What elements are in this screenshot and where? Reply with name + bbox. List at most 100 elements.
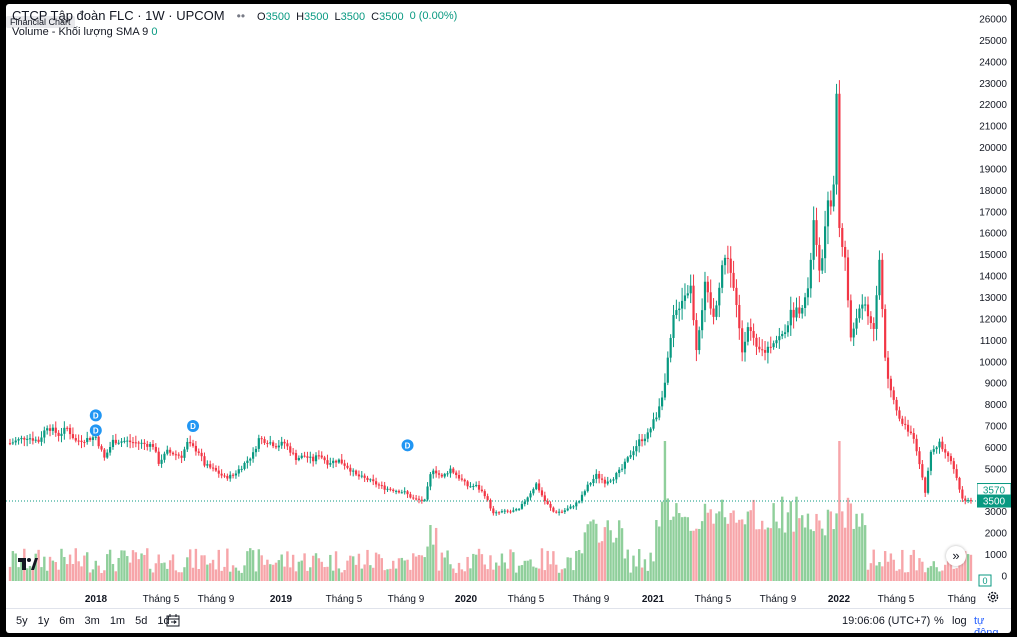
- candle-body: [812, 220, 815, 260]
- candle-body: [932, 449, 935, 452]
- candle-body: [246, 460, 249, 463]
- candle-body: [432, 470, 435, 475]
- candle-body: [17, 439, 20, 441]
- volume-bar: [83, 555, 86, 581]
- volume-bar: [452, 568, 455, 581]
- auto-scale-toggle[interactable]: tự động: [974, 615, 999, 633]
- range-button[interactable]: 5y: [16, 615, 28, 627]
- range-button[interactable]: 5d: [135, 615, 148, 627]
- percent-toggle[interactable]: %: [934, 615, 944, 627]
- candle-body: [669, 337, 672, 358]
- candle-body: [529, 493, 532, 498]
- candle-body: [535, 483, 538, 490]
- candle-body: [898, 410, 901, 419]
- volume-bar: [500, 553, 504, 581]
- gear-icon[interactable]: [986, 590, 1000, 604]
- volume-bar: [211, 559, 215, 581]
- range-button[interactable]: 1m: [109, 615, 126, 627]
- last-price-label-box: [977, 494, 1011, 508]
- dividend-marker-icon: [401, 439, 414, 452]
- time-axis-tick: Tháng 9: [388, 594, 425, 605]
- candle-body: [274, 446, 278, 448]
- candle-body: [366, 477, 369, 481]
- volume-bar: [409, 569, 412, 581]
- price-plot[interactable]: DD DD: [6, 4, 977, 588]
- volume-bar: [386, 569, 389, 581]
- candle-body: [638, 439, 641, 447]
- candle-body: [743, 341, 747, 353]
- volume-bar: [786, 512, 790, 581]
- volume-bar: [374, 552, 378, 581]
- volume-bar: [775, 521, 778, 581]
- volume-bar: [903, 572, 907, 581]
- volume-bar: [123, 550, 126, 581]
- candle-body: [200, 452, 203, 457]
- price-axis[interactable]: 0100020003000400050006000700080009000100…: [977, 4, 1011, 588]
- candle-body: [223, 475, 226, 477]
- log-toggle[interactable]: log: [952, 615, 967, 627]
- clock-time[interactable]: 19:06:06 (UTC+7): [842, 615, 931, 627]
- dividend-marker-icon: [187, 420, 200, 433]
- volume-bar: [895, 570, 898, 581]
- calendar-goto-icon[interactable]: [166, 614, 180, 627]
- volume-bar: [8, 566, 12, 581]
- volume-bar: [772, 503, 775, 581]
- volume-bar: [377, 554, 381, 581]
- candle-body: [595, 473, 598, 479]
- candle-body: [237, 469, 240, 474]
- price-axis-tick: 26000: [979, 15, 1007, 26]
- candle-body: [272, 442, 275, 447]
- range-button[interactable]: 3m: [84, 615, 100, 627]
- volume-bar: [680, 517, 684, 581]
- price-axis-tick: 18000: [979, 186, 1007, 197]
- volume-bar: [749, 510, 752, 581]
- candle-body: [844, 246, 847, 258]
- volume-bar: [283, 566, 286, 581]
- candle-body: [397, 490, 401, 493]
- candle-body: [160, 459, 163, 464]
- volume-bar: [117, 557, 120, 581]
- candle-body: [486, 496, 489, 500]
- volume-bar: [372, 567, 375, 581]
- volume-bar: [938, 571, 941, 581]
- volume-bar: [626, 549, 629, 581]
- volume-bar: [575, 551, 578, 581]
- candle-body: [123, 440, 126, 442]
- candle-body: [354, 470, 358, 475]
- volume-bar: [134, 552, 138, 581]
- candle-body: [429, 474, 432, 487]
- volume-bar: [220, 570, 223, 581]
- candle-body: [46, 428, 49, 431]
- candle-body: [626, 457, 629, 462]
- volume-bar: [148, 568, 152, 581]
- candle-body: [563, 510, 566, 512]
- legend-menu-icon[interactable]: ••: [236, 8, 246, 23]
- candle-body: [969, 500, 973, 502]
- candle-body: [803, 297, 807, 308]
- volume-bar: [738, 519, 741, 581]
- candle-body: [286, 443, 289, 447]
- candle-body: [532, 489, 535, 494]
- candle-body: [363, 475, 366, 478]
- candle-body: [229, 474, 232, 479]
- time-axis-tick: Tháng 9: [760, 594, 797, 605]
- candle-body: [658, 406, 661, 418]
- candle-body: [14, 440, 17, 443]
- candle-body: [220, 473, 223, 476]
- time-axis-tick: 2022: [828, 594, 851, 605]
- candle-body: [929, 451, 933, 471]
- range-button[interactable]: 1y: [37, 615, 50, 627]
- candle-body: [506, 510, 509, 512]
- scroll-right-icon[interactable]: »: [946, 546, 966, 566]
- volume-bar: [729, 512, 732, 581]
- volume-bar: [549, 564, 552, 581]
- symbol-title[interactable]: CTCP Tập đoàn FLC · 1W · UPCOM: [12, 8, 225, 23]
- volume-bar: [666, 498, 669, 581]
- tradingview-logo-icon[interactable]: [18, 556, 38, 572]
- volume-label[interactable]: Volume - Khối lượng SMA 9: [12, 26, 149, 38]
- volume-bar: [54, 562, 57, 581]
- range-button[interactable]: 6m: [59, 615, 75, 627]
- candle-body: [892, 390, 895, 400]
- candle-body: [678, 308, 681, 311]
- time-axis[interactable]: 2018 Tháng 5 Tháng 9 2019 Tháng 5 Tháng 9 2020…: [6, 588, 977, 608]
